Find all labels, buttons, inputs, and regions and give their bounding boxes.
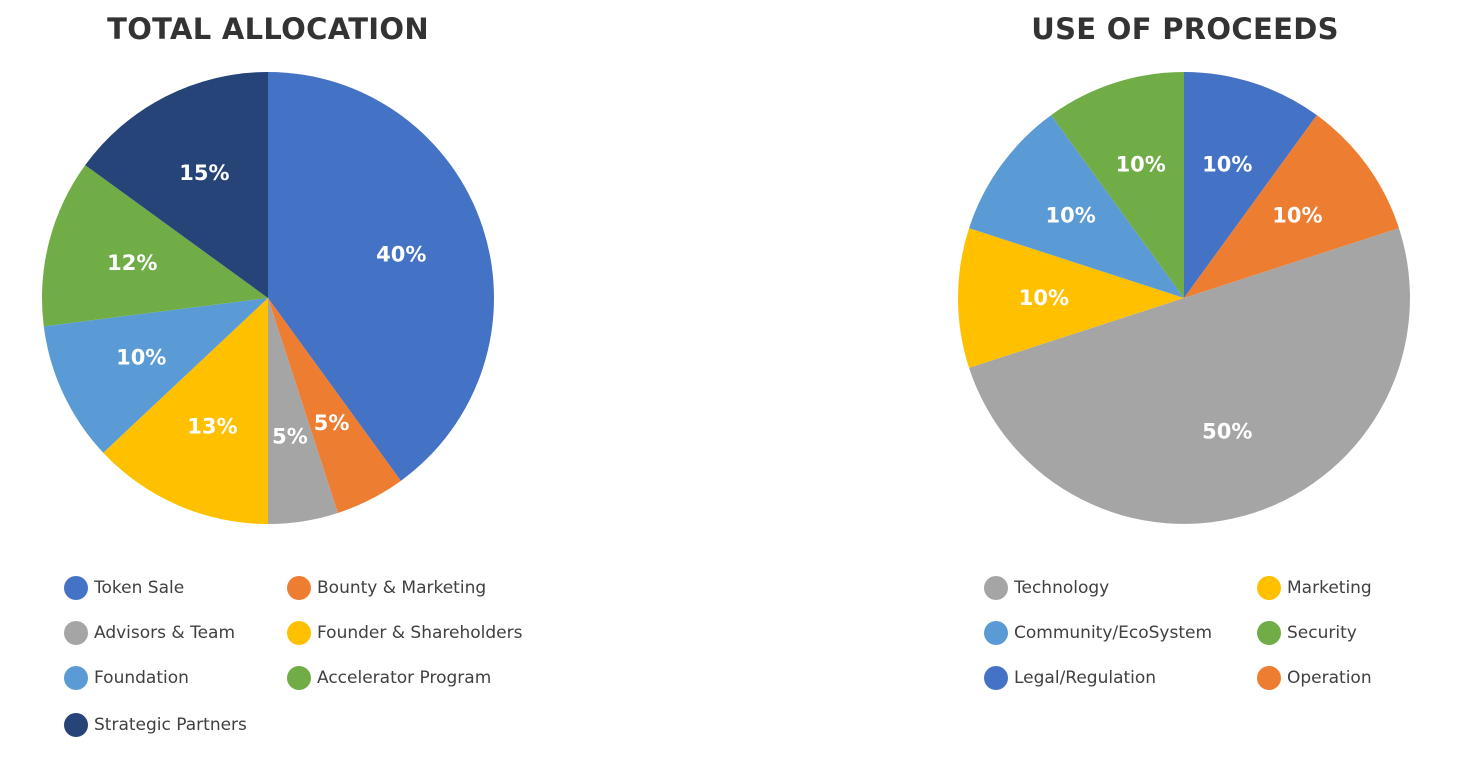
legend-label: Security	[1287, 623, 1357, 643]
pie-label-founder-and-shareholders: 13%	[187, 415, 237, 439]
pie-label-strategic-partners: 15%	[179, 161, 229, 185]
legend-item-advisors-and-team: Advisors & Team	[64, 618, 235, 648]
legend-swatch	[64, 666, 88, 690]
pie-label-operation: 10%	[1272, 204, 1322, 228]
legend-label: Marketing	[1287, 578, 1372, 598]
pie-slice-founder-and-shareholders	[103, 298, 269, 524]
legend-label: Legal/Regulation	[1014, 668, 1157, 688]
legend-item-accelerator-program: Accelerator Program	[287, 663, 491, 693]
legend-item-security: Security	[1257, 618, 1357, 648]
legend-swatch	[1257, 621, 1281, 645]
legend-swatch	[984, 621, 1008, 645]
pie-slice-operation	[1184, 115, 1399, 298]
legend-label: Technology	[1014, 578, 1110, 598]
legend-label: Founder & Shareholders	[317, 623, 523, 643]
allocation-chart-title: TOTAL ALLOCATION	[107, 12, 429, 46]
pie-slice-advisors-and-team	[268, 298, 338, 524]
pie-label-advisors-and-team: 5%	[272, 424, 308, 448]
legend-item-strategic-partners: Strategic Partners	[64, 710, 247, 740]
pie-label-accelerator-program: 12%	[107, 251, 157, 275]
pie-slice-technology	[969, 228, 1410, 524]
pie-label-legal-regulation: 10%	[1202, 153, 1252, 177]
legend-swatch	[287, 576, 311, 600]
legend-item-founder-and-shareholders: Founder & Shareholders	[287, 618, 522, 648]
pie-slice-bounty-and-marketing	[268, 298, 401, 513]
pie-slice-accelerator-program	[42, 165, 268, 327]
pie-slice-foundation	[43, 298, 269, 453]
legend-label: Strategic Partners	[94, 715, 247, 735]
pie-slice-security	[1051, 72, 1184, 298]
proceeds-chart-title: USE OF PROCEEDS	[1031, 12, 1339, 46]
pie-label-token-sale: 40%	[376, 243, 426, 267]
legend-swatch	[984, 666, 1008, 690]
legend-item-foundation: Foundation	[64, 663, 189, 693]
legend-swatch	[984, 576, 1008, 600]
pie-slice-legal-regulation	[1184, 72, 1317, 298]
legend-label: Bounty & Marketing	[317, 578, 487, 598]
legend-swatch	[64, 576, 88, 600]
legend-item-community-ecosystem: Community/EcoSystem	[984, 618, 1212, 648]
legend-label: Foundation	[94, 668, 189, 688]
pie-slice-marketing	[958, 228, 1184, 368]
pie-label-foundation: 10%	[116, 346, 166, 370]
pie-label-community-ecosystem: 10%	[1046, 204, 1096, 228]
legend-label: Advisors & Team	[94, 623, 236, 643]
legend-swatch	[287, 621, 311, 645]
legend-swatch	[1257, 576, 1281, 600]
legend-swatch	[64, 621, 88, 645]
legend-swatch	[287, 666, 311, 690]
pie-label-security: 10%	[1116, 153, 1166, 177]
legend-swatch	[1257, 666, 1281, 690]
pie-slice-token-sale	[268, 72, 494, 481]
legend-item-token-sale: Token Sale	[64, 573, 184, 603]
legend-label: Accelerator Program	[317, 668, 492, 688]
pie-slice-strategic-partners	[85, 72, 268, 298]
legend-item-operation: Operation	[1257, 663, 1372, 693]
legend-label: Community/EcoSystem	[1014, 623, 1212, 643]
legend-item-legal-regulation: Legal/Regulation	[984, 663, 1156, 693]
pie-slice-community-ecosystem	[969, 115, 1184, 298]
legend-item-bounty-and-marketing: Bounty & Marketing	[287, 573, 486, 603]
pie-label-marketing: 10%	[1019, 286, 1069, 310]
legend-item-marketing: Marketing	[1257, 573, 1372, 603]
legend-label: Token Sale	[94, 578, 185, 598]
pie-label-technology: 50%	[1202, 419, 1252, 443]
legend-label: Operation	[1287, 668, 1372, 688]
legend-item-technology: Technology	[984, 573, 1109, 603]
pie-label-bounty-and-marketing: 5%	[314, 411, 350, 435]
legend-swatch	[64, 713, 88, 737]
